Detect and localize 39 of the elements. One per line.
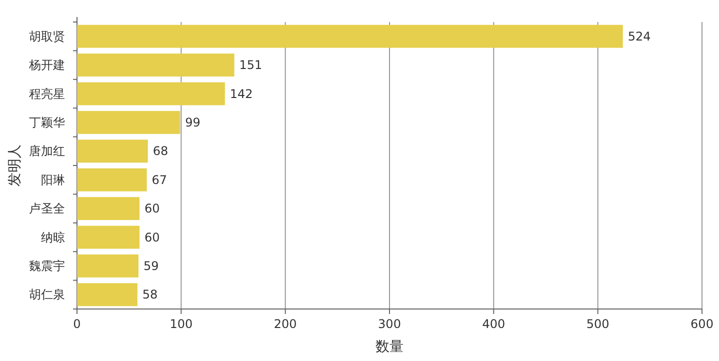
data-label: 142: [230, 86, 253, 101]
x-tick-label: 500: [586, 317, 610, 331]
x-tick-label: 200: [274, 317, 297, 331]
data-label: 68: [152, 144, 168, 158]
bar: [77, 140, 148, 163]
y-tick-label: 卢圣全: [29, 202, 65, 216]
x-tick-label: 100: [170, 317, 193, 331]
y-tick-label: 杨开建: [28, 58, 65, 72]
data-label: 151: [239, 58, 262, 72]
y-tick-label: 胡仁泉: [29, 288, 65, 302]
x-tick-label: 300: [378, 317, 401, 331]
x-axis-title: 数量: [376, 339, 404, 355]
bar: [77, 110, 180, 134]
x-tick-label: 0: [73, 317, 81, 331]
data-label: 58: [142, 288, 158, 302]
bar: [77, 254, 138, 278]
bar: [77, 226, 140, 249]
data-label: 60: [144, 202, 160, 216]
bar: [77, 168, 147, 192]
y-tick-label: 纳晾: [41, 230, 65, 244]
y-tick-label: 丁颖华: [29, 115, 65, 130]
x-tick-label: 600: [690, 317, 714, 331]
y-tick-label: 唐加红: [29, 144, 65, 158]
y-tick-label: 胡取贤: [29, 29, 65, 44]
data-label: 59: [143, 258, 159, 273]
y-tick-label: 程亮星: [29, 86, 65, 101]
bar: [77, 24, 623, 48]
bar: [77, 197, 140, 220]
x-tick-label: 400: [482, 317, 506, 331]
y-tick-label: 魏震宇: [29, 258, 65, 273]
bar: [77, 54, 234, 77]
bar: [77, 82, 225, 106]
y-axis-title: 发明人: [7, 144, 23, 186]
y-tick-label: 阳琳: [41, 172, 65, 187]
data-label: 524: [628, 29, 651, 44]
data-label: 67: [152, 172, 168, 187]
bar: [77, 283, 138, 306]
data-label: 60: [144, 230, 160, 244]
data-label: 99: [185, 115, 200, 130]
